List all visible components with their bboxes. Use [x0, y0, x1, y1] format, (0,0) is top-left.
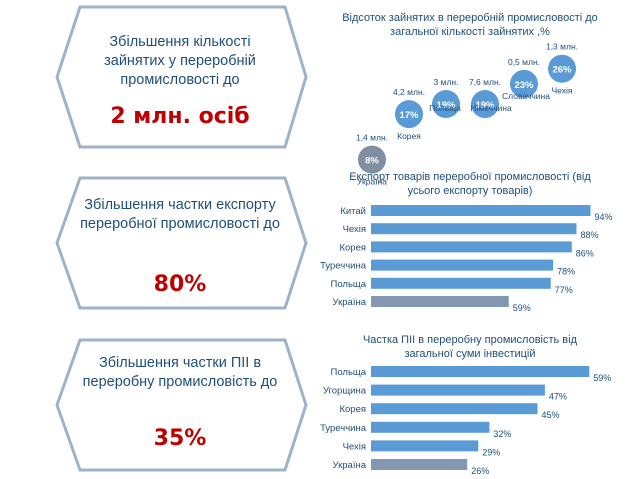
- employment-chart-title: Відсоток зайнятих в переробній промислов…: [342, 12, 598, 38]
- bubble-country-label: Україна: [357, 177, 387, 187]
- goal-hexagon-3: [55, 338, 308, 472]
- bar-1: [371, 366, 590, 377]
- bar-3: [371, 241, 572, 253]
- bubble-value-label: 19%: [475, 100, 495, 111]
- bar-4: [371, 421, 490, 433]
- bubble-country-label: Німеччина: [470, 103, 512, 113]
- bubble-4: [471, 90, 499, 119]
- bubble-value-label: 23%: [514, 80, 534, 91]
- bar-5: [371, 277, 551, 289]
- goal-1-text: Збільшення кількості зайнятих у переробн…: [104, 34, 256, 88]
- category-label: Україна: [332, 297, 366, 308]
- bar-value-label: 29%: [482, 447, 500, 457]
- goal-3-text: Збільшення частки ПІІ в переробну промис…: [82, 355, 278, 390]
- bar-3: [371, 403, 538, 415]
- bar-6: [371, 296, 509, 307]
- bubble-count-label: 1,3 млн.: [546, 42, 578, 52]
- export-chart-title: Експорт товарів переробної промисловості…: [349, 171, 591, 197]
- category-label: Корея: [339, 404, 366, 415]
- bubble-count-label: 7,6 млн.: [469, 77, 501, 87]
- category-label: Туреччина: [320, 423, 367, 434]
- bubble-count-label: 3 млн.: [434, 77, 459, 87]
- bubble-2: [395, 100, 423, 129]
- bubble-3: [432, 90, 460, 119]
- goal-1-value: 2 млн. осіб: [110, 104, 250, 129]
- goal-3-value: 35%: [153, 426, 207, 451]
- bar-value-label: 59%: [513, 303, 531, 313]
- category-label: Польща: [331, 367, 367, 378]
- bar-2: [371, 384, 545, 396]
- bubble-value-label: 17%: [399, 110, 419, 121]
- bubble-country-label: Чехія: [552, 86, 573, 96]
- bar-value-label: 59%: [593, 373, 611, 383]
- bubble-1: [358, 145, 386, 174]
- bubble-5: [510, 69, 538, 98]
- bar-value-label: 47%: [549, 392, 567, 402]
- goal-hexagon-2: [55, 176, 308, 310]
- bubble-6: [548, 54, 576, 83]
- bar-value-label: 77%: [555, 285, 573, 295]
- goal-hexagon-1: [55, 5, 308, 149]
- bubble-count-label: 1,4 млн.: [356, 133, 388, 143]
- category-label: Чехія: [343, 224, 366, 235]
- bubble-count-label: 4,2 млн.: [393, 87, 425, 97]
- bar-2: [371, 223, 577, 235]
- bar-value-label: 26%: [471, 466, 489, 476]
- bar-4: [371, 259, 554, 271]
- bubble-value-label: 26%: [552, 65, 572, 76]
- bar-value-label: 88%: [580, 230, 598, 240]
- bar-value-label: 32%: [493, 429, 511, 439]
- category-label: Корея: [339, 242, 366, 253]
- bubble-country-label: Польща: [429, 103, 461, 113]
- bubble-value-label: 19%: [436, 100, 456, 111]
- category-label: Китай: [340, 206, 366, 217]
- bar-value-label: 86%: [576, 248, 594, 258]
- bubble-value-label: 8%: [365, 156, 379, 167]
- bar-6: [371, 459, 468, 470]
- bar-1: [371, 205, 591, 216]
- bubble-count-label: 0,5 млн.: [508, 57, 540, 67]
- category-label: Чехія: [343, 441, 366, 452]
- bubble-country-label: Корея: [397, 131, 421, 141]
- bar-5: [371, 440, 479, 452]
- bar-value-label: 94%: [594, 212, 612, 222]
- goal-2-text: Збільшення частки експорту переробної пр…: [80, 197, 280, 232]
- bar-value-label: 78%: [557, 267, 575, 277]
- goal-2-value: 80%: [153, 272, 207, 297]
- category-label: Україна: [332, 460, 366, 471]
- fdi-chart-title: Частка ПІІ в переробну промисловість від…: [362, 334, 578, 360]
- category-label: Туреччина: [320, 261, 367, 272]
- category-label: Польща: [331, 279, 367, 290]
- bubble-country-label: Словаччина: [502, 91, 550, 101]
- category-label: Угорщина: [323, 386, 367, 397]
- bar-value-label: 45%: [542, 410, 560, 420]
